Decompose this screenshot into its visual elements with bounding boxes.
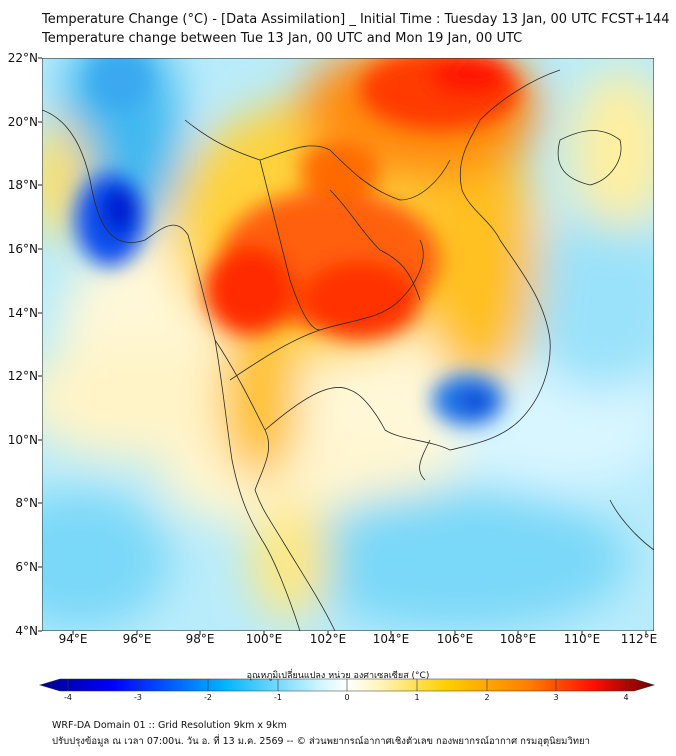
map-subtitle: Temperature change between Tue 13 Jan, 0… <box>42 31 523 46</box>
colorbar-tick: -4 <box>64 693 72 702</box>
lat-label: 10°N <box>7 433 38 447</box>
lon-label: 96°E <box>122 632 152 646</box>
lat-label: 12°N <box>7 369 38 383</box>
colorbar-label: อุณหภูมิเปลี่ยนแปลง หน่วย องศาเซลเซียส (… <box>246 671 430 681</box>
lat-label: 8°N <box>15 496 38 510</box>
colorbar-tick: 3 <box>553 693 559 702</box>
lat-label: 4°N <box>15 624 38 638</box>
colorbar-tick: 4 <box>623 693 629 702</box>
axis-ticks <box>38 57 647 635</box>
lat-label: 18°N <box>7 178 38 192</box>
lon-label: 106°E <box>436 632 474 646</box>
map-title: Temperature Change (°C) - [Data Assimila… <box>42 12 670 27</box>
lat-label: 22°N <box>7 51 38 65</box>
lon-label: 110°E <box>563 632 601 646</box>
lon-label: 108°E <box>499 632 537 646</box>
lon-label: 98°E <box>185 632 215 646</box>
lon-label: 104°E <box>372 632 410 646</box>
colorbar-tick: -1 <box>274 693 282 702</box>
lon-label: 112°E <box>620 632 658 646</box>
footer-credit: ปรับปรุงข้อมูล ณ เวลา 07:00น. วัน อ. ที่… <box>52 736 590 747</box>
colorbar-tick: 0 <box>344 693 350 702</box>
colorbar-tick: -2 <box>204 693 212 702</box>
colorbar-tick: 2 <box>484 693 490 702</box>
colorbar-tick: 1 <box>414 693 420 702</box>
lat-label: 16°N <box>7 242 38 256</box>
colorbar-tick: -3 <box>134 693 142 702</box>
footer-model-info: WRF-DA Domain 01 :: Grid Resolution 9km … <box>52 720 287 731</box>
lon-label: 102°E <box>309 632 347 646</box>
lat-label: 20°N <box>7 115 38 129</box>
lon-label: 100°E <box>245 632 283 646</box>
temperature-field <box>42 58 654 631</box>
colorbar <box>38 678 656 692</box>
lat-label: 6°N <box>15 560 38 574</box>
lat-label: 14°N <box>7 306 38 320</box>
lon-label: 94°E <box>58 632 88 646</box>
coastlines <box>42 69 654 631</box>
